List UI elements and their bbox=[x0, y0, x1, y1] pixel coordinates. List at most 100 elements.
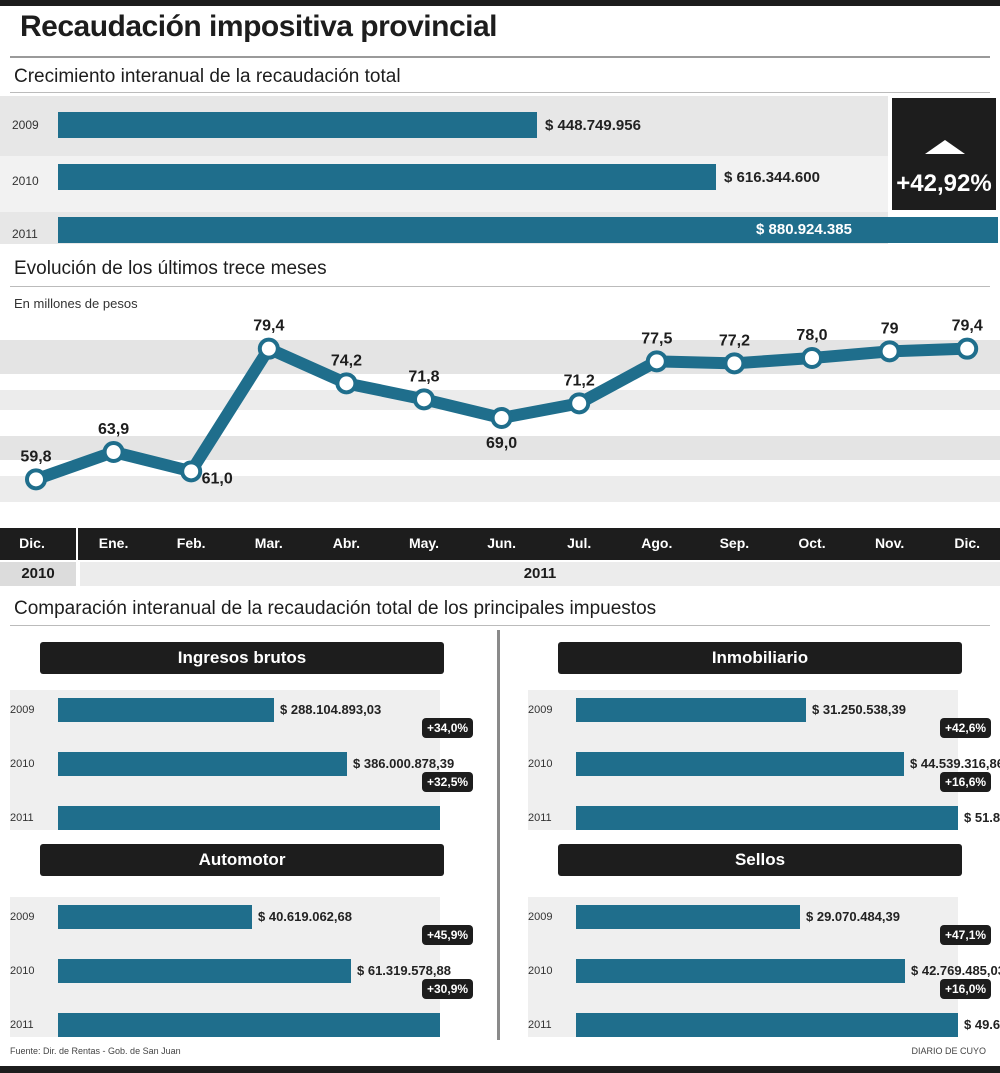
panel-year-label: 2010 bbox=[528, 758, 553, 770]
panel-bar-value: $ 42.769.485,03 bbox=[911, 963, 1000, 978]
section1-rule bbox=[10, 92, 990, 93]
chart-band bbox=[0, 390, 1000, 410]
data-label: 71,8 bbox=[408, 368, 439, 385]
year-2011-axis: 2011 bbox=[80, 562, 1000, 586]
data-label: 77,2 bbox=[719, 332, 750, 349]
panel-year-label: 2011 bbox=[10, 812, 34, 824]
year-2010-axis: 2010 bbox=[0, 562, 76, 586]
data-point bbox=[723, 352, 746, 375]
bottom-border bbox=[0, 1066, 1000, 1073]
data-point bbox=[490, 407, 513, 429]
data-label: 63,9 bbox=[98, 421, 129, 438]
panel-header-ingresos-brutos: Ingresos brutos bbox=[40, 642, 444, 674]
panel-year-label: 2011 bbox=[528, 1019, 552, 1031]
data-label: 74,2 bbox=[331, 352, 362, 369]
year-2009-label: 2009 bbox=[12, 118, 39, 132]
data-point bbox=[102, 441, 125, 463]
panel-bar-value: $ 386.000.878,39 bbox=[353, 756, 455, 771]
month-label: May. bbox=[408, 535, 440, 551]
growth-percent: +42,92% bbox=[896, 170, 992, 197]
growth-badge: +34,0% bbox=[422, 718, 474, 738]
data-label: 69,0 bbox=[486, 435, 517, 452]
month-label: Feb. bbox=[176, 535, 206, 551]
chart-bands bbox=[0, 340, 1000, 502]
panel-bar bbox=[576, 959, 905, 983]
panel-bar-value: $ 44.539.316,86 bbox=[910, 756, 1000, 771]
year-2010-label: 2010 bbox=[12, 174, 39, 188]
month-label: Jul. bbox=[567, 535, 592, 551]
month-label: Dic. bbox=[954, 535, 981, 551]
month-axis bbox=[0, 528, 1000, 560]
month-axis-divider bbox=[76, 528, 78, 560]
panel-header-sellos: Sellos bbox=[558, 844, 962, 876]
panel-year-label: 2010 bbox=[10, 965, 35, 977]
data-point bbox=[335, 372, 358, 395]
bar-2010-value: $ 616.344.600 bbox=[724, 169, 820, 186]
bar-2011-value: $ 880.924.385 bbox=[756, 221, 852, 238]
section2-title: Evolución de los últimos trece meses bbox=[14, 258, 327, 279]
month-label: Ene. bbox=[98, 535, 129, 551]
month-label: Sep. bbox=[719, 535, 750, 551]
data-point bbox=[645, 350, 668, 373]
chart-band bbox=[0, 476, 1000, 502]
month-label: Nov. bbox=[874, 535, 905, 551]
growth-badge: +16,0% bbox=[940, 979, 992, 999]
panel-bar bbox=[576, 698, 806, 722]
section3-title: Comparación interanual de la recaudación… bbox=[14, 598, 657, 619]
section2-rule bbox=[10, 286, 990, 287]
panel-bar-value: $ 40.619.062,68 bbox=[258, 909, 352, 924]
line-chart: 59,8 63,9 61,0 79,4 74,2 71,8 69,0 71,2 77,5 77,2… bbox=[0, 318, 1000, 502]
series-points bbox=[25, 337, 979, 491]
bar-2009 bbox=[58, 112, 537, 138]
month-label: Mar. bbox=[254, 535, 283, 551]
panel-bar bbox=[58, 698, 274, 722]
month-label: Abr. bbox=[332, 535, 360, 551]
month-label: Ago. bbox=[641, 535, 673, 551]
growth-badge: +30,9% bbox=[422, 979, 474, 999]
panel-bar-value: $ 49.605.968 bbox=[964, 1017, 1000, 1032]
page-title: Recaudación impositiva provincial bbox=[20, 10, 497, 43]
data-label: 79,4 bbox=[253, 318, 284, 335]
panel-bar bbox=[576, 1013, 958, 1037]
data-label: 78,0 bbox=[796, 327, 827, 344]
bar-2011 bbox=[58, 217, 998, 243]
series-labels: 59,8 63,9 61,0 79,4 74,2 71,8 69,0 71,2 77,5 77,2… bbox=[20, 318, 982, 487]
top-border bbox=[0, 0, 1000, 6]
data-label: 79,4 bbox=[952, 318, 983, 335]
panel-year-label: 2009 bbox=[528, 704, 553, 716]
growth-badge: +45,9% bbox=[422, 925, 474, 945]
data-point bbox=[568, 392, 591, 415]
data-point bbox=[956, 337, 979, 360]
growth-badge: +47,1% bbox=[940, 925, 992, 945]
panel-divider bbox=[497, 630, 500, 1040]
year-2011-label: 2011 bbox=[12, 227, 38, 241]
panel-year-label: 2011 bbox=[528, 812, 552, 824]
data-point bbox=[801, 347, 823, 369]
panel-year-label: 2010 bbox=[10, 758, 35, 770]
data-label: 61,0 bbox=[202, 470, 233, 487]
panel-bar-value: $ 29.070.484,39 bbox=[806, 909, 900, 924]
panel-bar bbox=[58, 806, 440, 830]
data-label: 77,5 bbox=[641, 330, 672, 347]
panel-bar bbox=[58, 752, 347, 776]
section3-rule bbox=[10, 625, 990, 626]
panel-year-label: 2009 bbox=[10, 911, 35, 923]
panel-bar-value: $ 51.880.744 bbox=[964, 810, 1000, 825]
bar-2009-value: $ 448.749.956 bbox=[545, 117, 641, 134]
growth-badge: +16,6% bbox=[940, 772, 992, 792]
data-point bbox=[257, 337, 280, 360]
panel-year-label: 2009 bbox=[528, 911, 553, 923]
data-point bbox=[413, 388, 435, 411]
bar-2010 bbox=[58, 164, 716, 190]
section1-title: Crecimiento interanual de la recaudación… bbox=[14, 66, 401, 87]
panel-bar bbox=[576, 905, 800, 929]
data-point bbox=[878, 340, 901, 363]
growth-badge: +42,6% bbox=[940, 718, 992, 738]
data-label: 59,8 bbox=[20, 448, 51, 465]
month-label: Dic. bbox=[19, 535, 45, 551]
month-label: Jun. bbox=[487, 535, 516, 551]
up-arrow-icon bbox=[925, 140, 965, 154]
panel-bar bbox=[576, 752, 904, 776]
growth-box: +42,92% bbox=[892, 98, 996, 210]
title-rule bbox=[10, 56, 990, 58]
